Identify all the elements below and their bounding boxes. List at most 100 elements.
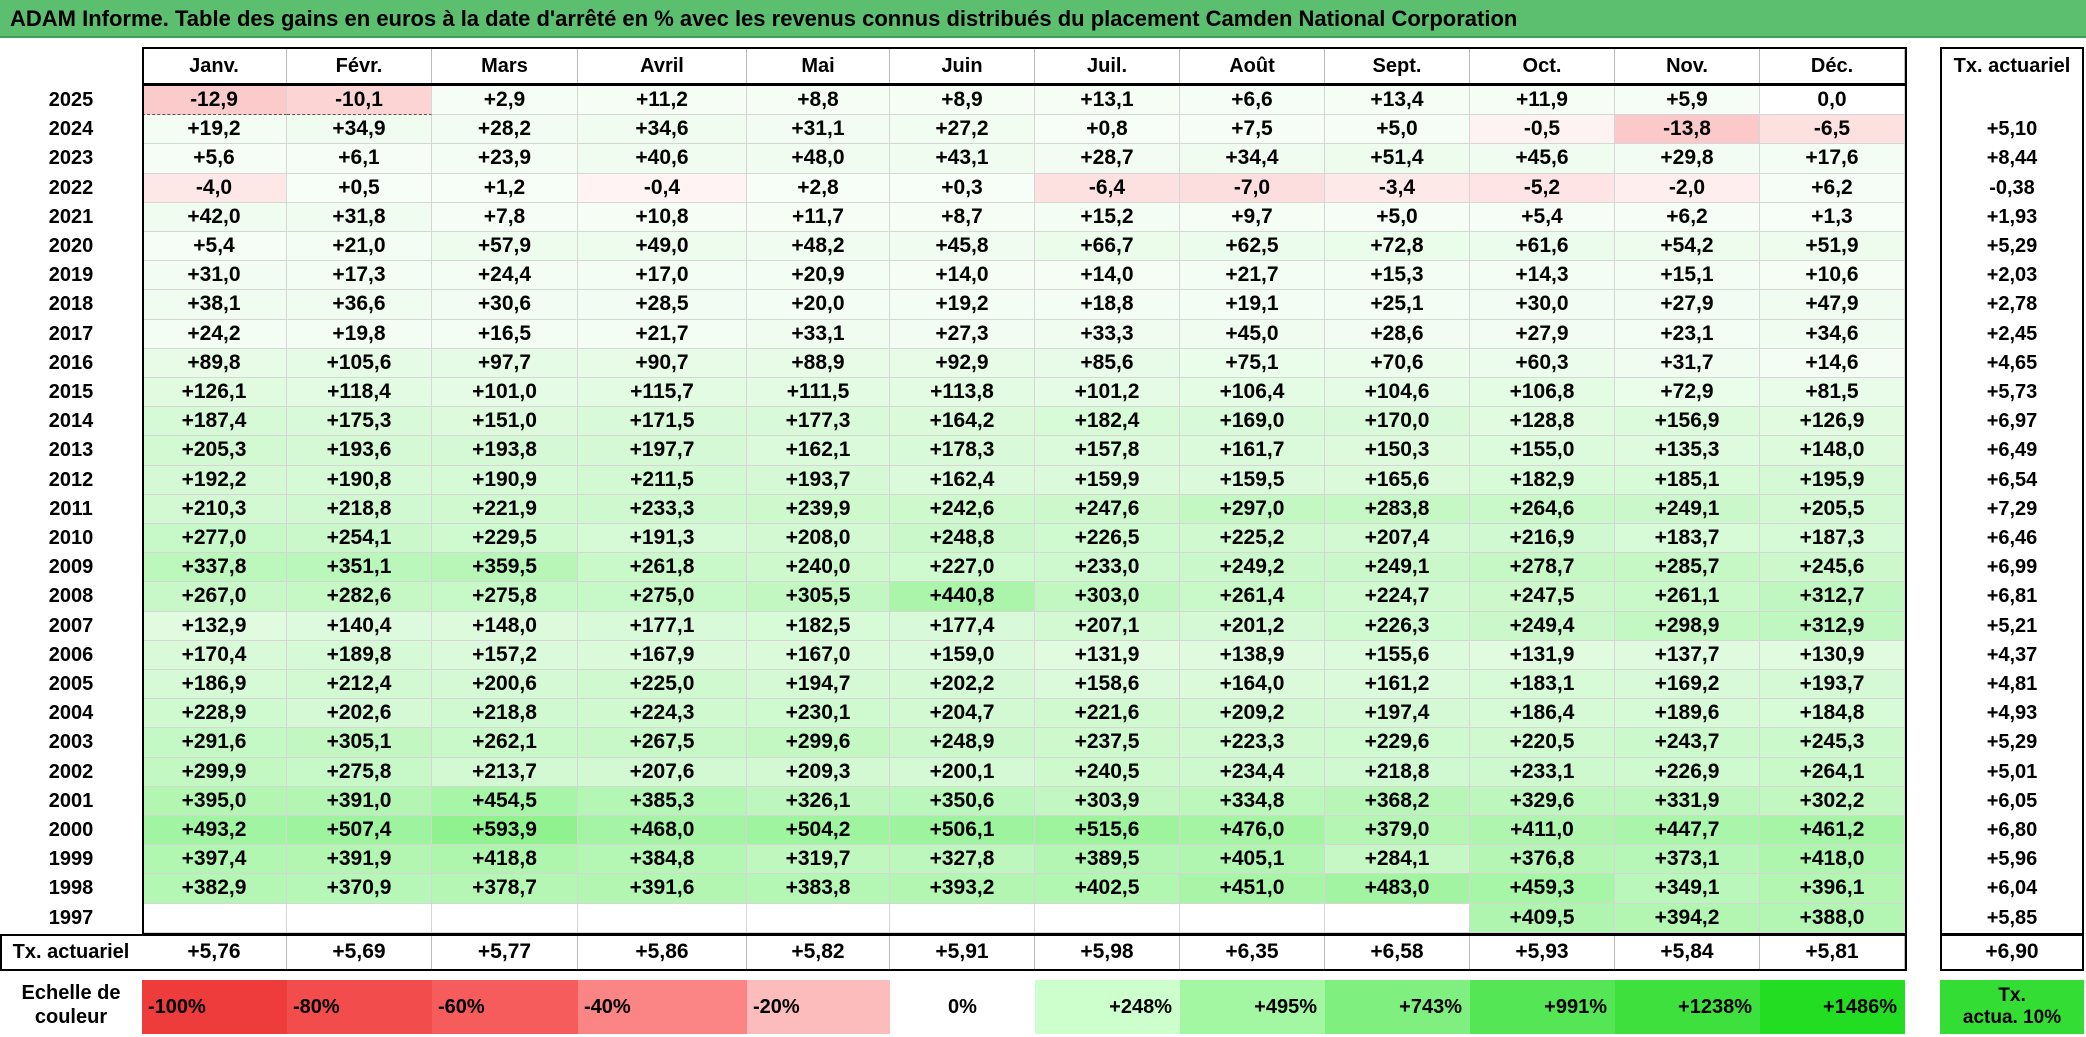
table-cell: +40,6 bbox=[578, 144, 747, 174]
table-cell: +226,3 bbox=[1325, 611, 1470, 641]
table-cell: +189,6 bbox=[1615, 699, 1760, 729]
table-cell: +249,4 bbox=[1470, 611, 1615, 641]
table-cell: +14,0 bbox=[1035, 261, 1180, 291]
year-label: 2018 bbox=[0, 290, 142, 320]
table-cell: +11,7 bbox=[747, 202, 890, 232]
footer-cell: +5,76 bbox=[142, 935, 287, 969]
table-cell: +132,9 bbox=[142, 611, 287, 641]
table-cell: +33,1 bbox=[747, 319, 890, 349]
table-cell: +115,7 bbox=[578, 378, 747, 408]
table-cell: +202,2 bbox=[890, 670, 1035, 700]
table-cell: +9,7 bbox=[1180, 202, 1325, 232]
color-scale-cell: -60% bbox=[432, 980, 578, 1034]
table-cell: +245,6 bbox=[1760, 553, 1905, 583]
table-cell: +21,7 bbox=[1180, 261, 1325, 291]
annual-rate-cell: +6,81 bbox=[1940, 582, 2084, 612]
table-cell: +383,8 bbox=[747, 874, 890, 904]
month-header: Oct. bbox=[1470, 49, 1615, 83]
table-cell: +207,1 bbox=[1035, 611, 1180, 641]
table-cell: +468,0 bbox=[578, 816, 747, 846]
page-title: ADAM Informe. Table des gains en euros à… bbox=[10, 6, 1518, 31]
year-label: 2021 bbox=[0, 202, 142, 232]
table-cell: +225,2 bbox=[1180, 524, 1325, 554]
table-cell: -13,8 bbox=[1615, 115, 1760, 145]
table-cell: +261,4 bbox=[1180, 582, 1325, 612]
year-label: 2001 bbox=[0, 786, 142, 816]
table-cell: +155,0 bbox=[1470, 436, 1615, 466]
year-label: 2023 bbox=[0, 144, 142, 174]
table-cell: +72,8 bbox=[1325, 232, 1470, 262]
color-scale-label: Echelle de couleur bbox=[21, 982, 121, 1028]
table-cell: +267,0 bbox=[142, 582, 287, 612]
year-label: 2000 bbox=[0, 816, 142, 846]
table-cell bbox=[890, 903, 1035, 933]
table-cell: +350,6 bbox=[890, 786, 1035, 816]
table-cell: +201,2 bbox=[1180, 611, 1325, 641]
table-cell: +20,9 bbox=[747, 261, 890, 291]
table-cell: +187,3 bbox=[1760, 524, 1905, 554]
table-cell: +504,2 bbox=[747, 816, 890, 846]
table-cell: +36,6 bbox=[287, 290, 432, 320]
footer-total: +6,90 bbox=[1940, 935, 2084, 969]
table-cell: +409,5 bbox=[1470, 903, 1615, 933]
table-cell: +264,6 bbox=[1470, 494, 1615, 524]
table-cell: +213,7 bbox=[432, 757, 578, 787]
table-cell: -4,0 bbox=[142, 173, 287, 203]
table-cell: +186,9 bbox=[142, 670, 287, 700]
year-label: 2008 bbox=[0, 582, 142, 612]
footer-cell: +5,84 bbox=[1615, 935, 1760, 969]
table-cell: +150,3 bbox=[1325, 436, 1470, 466]
table-cell: +370,9 bbox=[287, 874, 432, 904]
table-cell: +162,4 bbox=[890, 465, 1035, 495]
table-cell: +27,3 bbox=[890, 319, 1035, 349]
table-cell: +227,0 bbox=[890, 553, 1035, 583]
table-cell: +193,8 bbox=[432, 436, 578, 466]
year-label: 2014 bbox=[0, 407, 142, 437]
table-cell: +209,2 bbox=[1180, 699, 1325, 729]
year-label: 2025 bbox=[0, 86, 142, 116]
table-cell: +184,8 bbox=[1760, 699, 1905, 729]
table-cell: +20,0 bbox=[747, 290, 890, 320]
table-cell: +182,9 bbox=[1470, 465, 1615, 495]
table-cell: +5,0 bbox=[1325, 202, 1470, 232]
annual-rate-cell: +6,80 bbox=[1940, 816, 2084, 846]
table-cell: +167,0 bbox=[747, 640, 890, 670]
table-cell: +54,2 bbox=[1615, 232, 1760, 262]
table-cell: +208,0 bbox=[747, 524, 890, 554]
table-cell bbox=[1180, 903, 1325, 933]
annual-rate-cell: +6,54 bbox=[1940, 465, 2084, 495]
annual-rate-cell: +7,29 bbox=[1940, 494, 2084, 524]
annual-rate-cell: +8,44 bbox=[1940, 144, 2084, 174]
table-cell: +237,5 bbox=[1035, 728, 1180, 758]
table-cell: +226,9 bbox=[1615, 757, 1760, 787]
table-cell: +70,6 bbox=[1325, 348, 1470, 378]
year-label: 2003 bbox=[0, 728, 142, 758]
footer-cell: +5,98 bbox=[1035, 935, 1180, 969]
table-cell: +245,3 bbox=[1760, 728, 1905, 758]
table-cell: +239,9 bbox=[747, 494, 890, 524]
color-scale-cell: +743% bbox=[1325, 980, 1470, 1034]
annual-rate-cell: +5,29 bbox=[1940, 728, 2084, 758]
table-cell: +177,3 bbox=[747, 407, 890, 437]
table-cell: +45,0 bbox=[1180, 319, 1325, 349]
table-cell: +60,3 bbox=[1470, 348, 1615, 378]
table-cell: +248,8 bbox=[890, 524, 1035, 554]
table-cell: +190,8 bbox=[287, 465, 432, 495]
table-cell: +137,7 bbox=[1615, 640, 1760, 670]
table-cell: +207,6 bbox=[578, 757, 747, 787]
annual-rate-cell: +6,99 bbox=[1940, 553, 2084, 583]
table-cell: +38,1 bbox=[142, 290, 287, 320]
table-cell: +104,6 bbox=[1325, 378, 1470, 408]
table-cell: +34,9 bbox=[287, 115, 432, 145]
table-cell: +331,9 bbox=[1615, 786, 1760, 816]
table-cell: +285,7 bbox=[1615, 553, 1760, 583]
table-cell: +384,8 bbox=[578, 845, 747, 875]
color-scale-cell: -100% bbox=[142, 980, 287, 1034]
table-cell: +48,2 bbox=[747, 232, 890, 262]
color-scale-cell: +495% bbox=[1180, 980, 1325, 1034]
table-cell: +24,4 bbox=[432, 261, 578, 291]
table-cell: +165,6 bbox=[1325, 465, 1470, 495]
table-cell: +391,9 bbox=[287, 845, 432, 875]
table-cell: +210,3 bbox=[142, 494, 287, 524]
table-cell: -6,5 bbox=[1760, 115, 1905, 145]
